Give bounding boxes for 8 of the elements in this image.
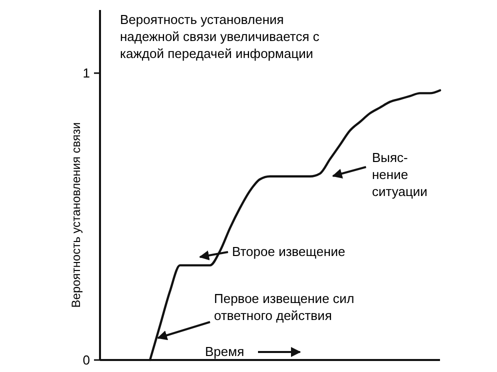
annotation: Вероятность установления надежной связи увеличивается с каждой передачей информации <box>120 12 320 61</box>
y-tick-label: 0 <box>82 352 90 368</box>
annotation: Первое извещение сил ответного действия <box>214 291 354 323</box>
y-axis-title: Вероятность установления связи <box>69 122 83 308</box>
annotation: Выяс- нение ситуации <box>372 150 428 199</box>
x-axis-title: Время <box>205 344 244 359</box>
annotation: Второе извещение <box>232 244 346 259</box>
y-tick-label: 1 <box>82 66 90 81</box>
